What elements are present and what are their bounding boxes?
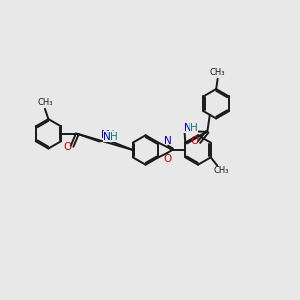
Text: CH₃: CH₃ <box>37 98 52 107</box>
Text: CH₃: CH₃ <box>213 166 229 175</box>
Text: O: O <box>64 142 72 152</box>
Text: H: H <box>190 123 198 133</box>
Text: H: H <box>110 132 118 142</box>
Text: O: O <box>164 154 172 164</box>
Text: N: N <box>100 130 108 140</box>
Text: N: N <box>164 136 172 146</box>
Text: N: N <box>103 132 111 142</box>
Text: CH₃: CH₃ <box>210 68 225 77</box>
Text: O: O <box>191 136 199 146</box>
Text: N: N <box>184 123 191 133</box>
Text: H: H <box>106 130 114 140</box>
